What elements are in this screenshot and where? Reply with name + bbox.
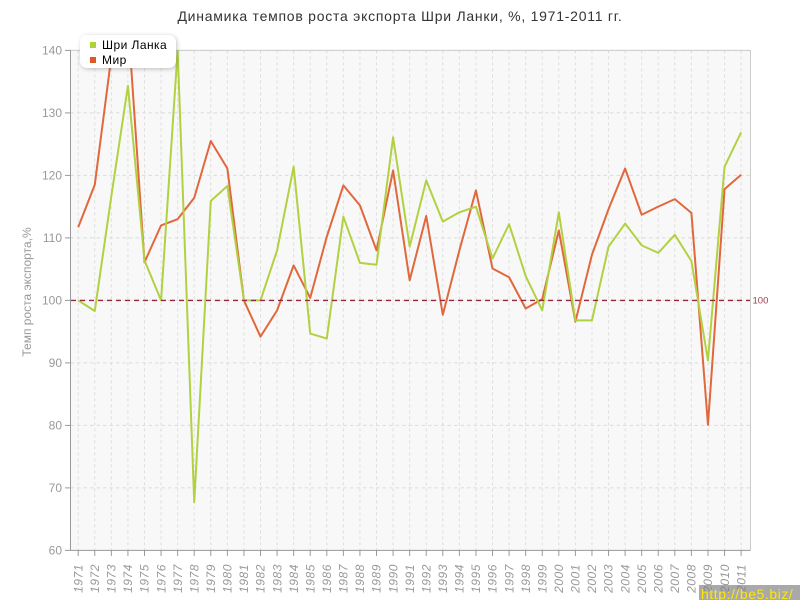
svg-text:130: 130: [42, 106, 62, 120]
svg-text:2008: 2008: [685, 564, 699, 594]
svg-text:1995: 1995: [469, 564, 483, 593]
svg-text:2007: 2007: [668, 563, 682, 594]
svg-text:1993: 1993: [436, 564, 450, 593]
svg-text:1986: 1986: [320, 564, 334, 593]
svg-text:2004: 2004: [618, 564, 632, 594]
svg-text:2003: 2003: [602, 564, 616, 594]
svg-text:1982: 1982: [254, 564, 268, 593]
svg-text:1999: 1999: [535, 564, 549, 593]
svg-text:1994: 1994: [453, 564, 467, 593]
svg-text:1998: 1998: [519, 564, 533, 593]
svg-text:90: 90: [49, 356, 63, 370]
svg-text:80: 80: [49, 419, 63, 433]
svg-text:1980: 1980: [221, 564, 235, 593]
svg-text:120: 120: [42, 169, 62, 183]
svg-text:110: 110: [43, 231, 62, 245]
svg-text:70: 70: [49, 481, 63, 495]
svg-text:2000: 2000: [552, 564, 566, 594]
svg-text:1981: 1981: [237, 564, 251, 593]
svg-text:1979: 1979: [204, 564, 218, 593]
svg-text:Темп роста экспорта,%: Темп роста экспорта,%: [20, 227, 34, 357]
svg-text:100: 100: [42, 294, 62, 308]
svg-text:1978: 1978: [187, 564, 201, 593]
svg-text:1973: 1973: [105, 564, 119, 593]
svg-text:2006: 2006: [651, 564, 665, 594]
svg-text:1992: 1992: [419, 564, 433, 593]
svg-text:100: 100: [753, 295, 769, 306]
svg-text:1987: 1987: [337, 563, 351, 593]
svg-text:1988: 1988: [353, 564, 367, 593]
svg-text:2005: 2005: [635, 564, 649, 594]
svg-text:1990: 1990: [386, 564, 400, 593]
svg-text:1985: 1985: [303, 564, 317, 593]
svg-text:1984: 1984: [287, 564, 301, 593]
svg-text:140: 140: [42, 44, 62, 58]
svg-text:1974: 1974: [121, 564, 135, 593]
svg-text:60: 60: [49, 544, 63, 558]
svg-text:1971: 1971: [71, 564, 85, 593]
svg-text:1996: 1996: [486, 564, 500, 593]
svg-text:1983: 1983: [270, 564, 284, 593]
svg-text:1977: 1977: [171, 563, 185, 593]
svg-text:1976: 1976: [154, 564, 168, 593]
svg-text:1975: 1975: [138, 564, 152, 593]
svg-text:2002: 2002: [585, 564, 599, 594]
svg-text:2001: 2001: [569, 564, 583, 594]
svg-text:1997: 1997: [502, 563, 516, 593]
svg-text:1991: 1991: [403, 564, 417, 593]
svg-text:1972: 1972: [88, 564, 102, 593]
svg-text:1989: 1989: [370, 564, 384, 593]
